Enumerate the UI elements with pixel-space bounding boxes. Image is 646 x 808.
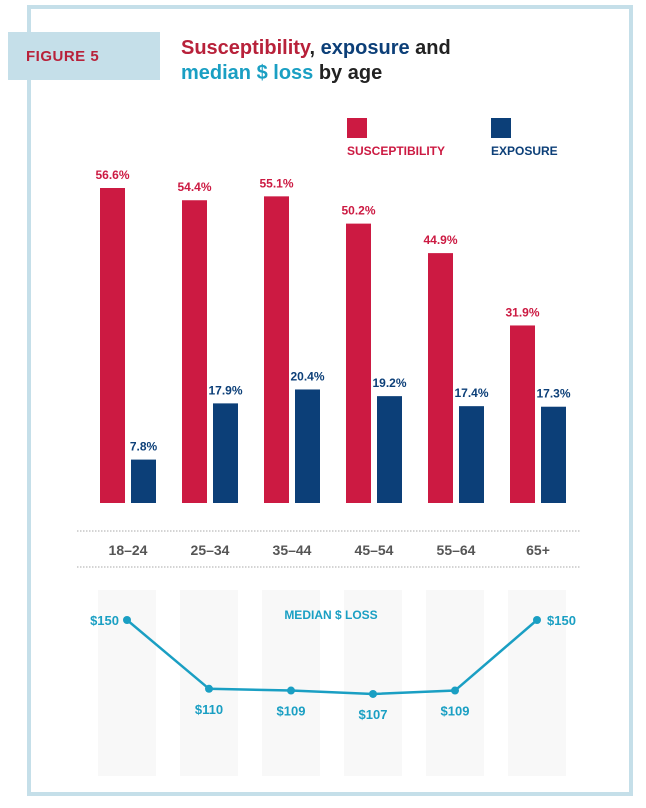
- label-exposure: 17.4%: [454, 386, 488, 400]
- title-comma: ,: [309, 37, 321, 59]
- bar-exposure: [213, 403, 238, 503]
- x-tick-label: 25–34: [191, 542, 230, 558]
- legend-swatch-susceptibility: [347, 118, 367, 138]
- bar-exposure: [131, 459, 156, 503]
- bar-exposure: [377, 396, 402, 503]
- label-exposure: 17.9%: [208, 383, 242, 397]
- label-susceptibility: 54.4%: [177, 180, 211, 194]
- x-tick-label: 55–64: [437, 542, 476, 558]
- legend-label-susceptibility: SUSCEPTIBILITY: [347, 144, 445, 158]
- median-loss-point: [451, 686, 459, 695]
- median-loss-label: $109: [441, 704, 470, 719]
- x-tick-label: 35–44: [273, 542, 312, 558]
- figure-frame: [27, 5, 633, 796]
- bar-susceptibility: [428, 253, 453, 503]
- x-tick-label: 65+: [526, 542, 550, 558]
- label-susceptibility: 50.2%: [341, 204, 375, 218]
- title-median-loss: median $ loss: [181, 62, 314, 84]
- median-loss-label: $110: [195, 702, 223, 717]
- title-susceptibility: Susceptibility: [181, 37, 310, 59]
- median-loss-point: [205, 684, 213, 693]
- figure-label: FIGURE 5: [8, 32, 160, 80]
- median-loss-label: $150: [547, 613, 576, 628]
- legend-label-exposure: EXPOSURE: [491, 144, 558, 158]
- bar-susceptibility: [346, 223, 371, 503]
- bar-exposure: [295, 389, 320, 503]
- bar-susceptibility: [510, 325, 535, 503]
- x-tick-label: 45–54: [355, 542, 394, 558]
- title-by-age: by age: [313, 62, 383, 84]
- x-tick-label: 18–24: [109, 542, 148, 558]
- median-loss-label: $109: [277, 704, 306, 719]
- label-exposure: 7.8%: [130, 440, 158, 454]
- label-susceptibility: 44.9%: [423, 233, 457, 247]
- chart-title: Susceptibility, exposure and median $ lo…: [181, 36, 451, 86]
- bar-exposure: [541, 406, 566, 503]
- column-band: [344, 590, 402, 776]
- median-loss-point: [123, 616, 131, 624]
- title-and: and: [409, 37, 451, 59]
- label-exposure: 20.4%: [290, 369, 324, 383]
- column-band: [180, 590, 238, 776]
- label-exposure: 19.2%: [372, 376, 406, 390]
- line-title: MEDIAN $ LOSS: [284, 608, 377, 622]
- bar-susceptibility: [100, 188, 125, 503]
- column-band: [262, 590, 320, 776]
- bar-susceptibility: [264, 196, 289, 503]
- title-exposure: exposure: [320, 37, 410, 59]
- median-loss-point: [287, 686, 295, 695]
- label-susceptibility: 31.9%: [505, 305, 539, 319]
- median-loss-point: [369, 689, 377, 698]
- legend-swatch-exposure: [491, 118, 511, 138]
- bar-susceptibility: [182, 200, 207, 503]
- median-loss-label: $107: [359, 707, 388, 722]
- column-band: [426, 590, 484, 776]
- bar-exposure: [459, 406, 484, 503]
- label-susceptibility: 56.6%: [95, 168, 129, 182]
- median-loss-line: [126, 619, 538, 696]
- median-loss-point: [533, 616, 541, 624]
- label-exposure: 17.3%: [536, 387, 570, 401]
- median-loss-label: $150: [90, 613, 119, 628]
- label-susceptibility: 55.1%: [259, 176, 293, 190]
